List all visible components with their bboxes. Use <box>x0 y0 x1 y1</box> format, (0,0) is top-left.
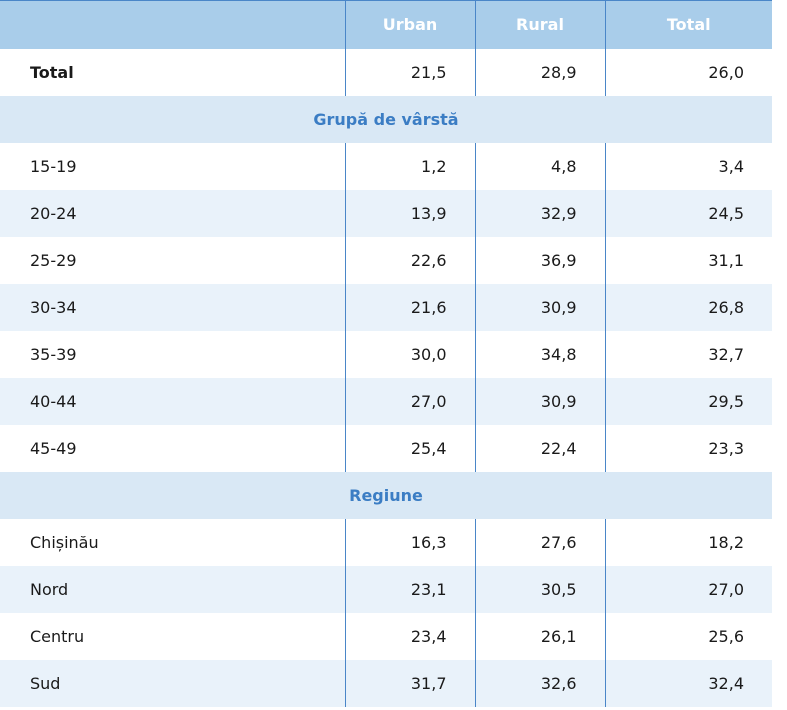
data-row: 45-49 25,4 22,4 23,3 <box>0 424 772 472</box>
row-label: Total <box>30 62 74 82</box>
value-cell: 22,4 <box>474 424 605 472</box>
value-cell: 21,5 <box>344 48 475 96</box>
data-row: Sud 31,7 32,6 32,4 <box>0 659 772 707</box>
value-cell: 34,8 <box>474 330 605 378</box>
value-cell: 13,9 <box>344 189 475 237</box>
data-row: 25-29 22,6 36,9 31,1 <box>0 236 772 284</box>
data-row: 40-44 27,0 30,9 29,5 <box>0 377 772 425</box>
value-cell: 32,7 <box>604 330 772 378</box>
value-cell: 27,0 <box>344 377 475 425</box>
value-cell: 4,8 <box>474 142 605 190</box>
value-cell: 28,9 <box>474 48 605 96</box>
value-cell: 3,4 <box>604 142 772 190</box>
value-cell: 36,9 <box>474 236 605 284</box>
header-cell: Total <box>604 0 772 49</box>
header-row: Urban Rural Total <box>0 0 772 49</box>
data-row: 15-19 1,2 4,8 3,4 <box>0 142 772 190</box>
value-cell: 32,6 <box>474 659 605 707</box>
value-cell: 23,4 <box>344 612 475 660</box>
value-cell: 30,9 <box>474 283 605 331</box>
value-cell: 25,6 <box>604 612 772 660</box>
value-cell: 32,4 <box>604 659 772 707</box>
value-cell: 23,1 <box>344 565 475 613</box>
value-cell: 27,0 <box>604 565 772 613</box>
value-cell: 30,5 <box>474 565 605 613</box>
value-cell: 16,3 <box>344 518 475 566</box>
value-cell: 26,0 <box>604 48 772 96</box>
data-row: Centru 23,4 26,1 25,6 <box>0 612 772 660</box>
data-row: 30-34 21,6 30,9 26,8 <box>0 283 772 331</box>
value-cell: 24,5 <box>604 189 772 237</box>
row-label: Chișinău <box>30 532 99 552</box>
row-label: 20-24 <box>0 189 345 237</box>
value-cell: 23,3 <box>604 424 772 472</box>
row-label: 15-19 <box>30 156 77 176</box>
value-cell: 29,5 <box>604 377 772 425</box>
data-row: 35-39 30,0 34,8 32,7 <box>0 330 772 378</box>
value-cell: 26,1 <box>474 612 605 660</box>
row-label: 45-49 <box>30 438 77 458</box>
row-label: 30-34 <box>0 283 345 331</box>
data-table: Urban Rural Total Total 21,5 28,9 26,0 Grupă d… <box>0 0 772 707</box>
row-label: Sud <box>0 659 345 707</box>
value-cell: 25,4 <box>344 424 475 472</box>
header-cell: Urban <box>344 0 475 49</box>
value-cell: 30,9 <box>474 377 605 425</box>
data-row: Total 21,5 28,9 26,0 <box>0 48 772 96</box>
section-row: Regiune <box>0 471 772 519</box>
row-label: Centru <box>30 626 85 646</box>
row-label: 40-44 <box>0 377 345 425</box>
value-cell: 18,2 <box>604 518 772 566</box>
value-cell: 22,6 <box>344 236 475 284</box>
value-cell: 31,1 <box>604 236 772 284</box>
value-cell: 31,7 <box>344 659 475 707</box>
value-cell: 1,2 <box>344 142 475 190</box>
section-title: Regiune <box>0 471 772 519</box>
row-label: 25-29 <box>30 250 77 270</box>
header-cell <box>0 0 345 49</box>
value-cell: 21,6 <box>344 283 475 331</box>
data-row: 20-24 13,9 32,9 24,5 <box>0 189 772 237</box>
row-label: 35-39 <box>30 344 77 364</box>
section-row: Grupă de vârstă <box>0 95 772 143</box>
table-body: Total 21,5 28,9 26,0 Grupă de vârstă 15-19 1,2… <box>0 48 772 707</box>
data-row: Chișinău 16,3 27,6 18,2 <box>0 518 772 566</box>
value-cell: 32,9 <box>474 189 605 237</box>
value-cell: 27,6 <box>474 518 605 566</box>
value-cell: 26,8 <box>604 283 772 331</box>
header-cell: Rural <box>474 0 605 49</box>
row-label: Nord <box>0 565 345 613</box>
value-cell: 30,0 <box>344 330 475 378</box>
data-row: Nord 23,1 30,5 27,0 <box>0 565 772 613</box>
section-title: Grupă de vârstă <box>0 95 772 143</box>
table-header: Urban Rural Total <box>0 0 772 49</box>
